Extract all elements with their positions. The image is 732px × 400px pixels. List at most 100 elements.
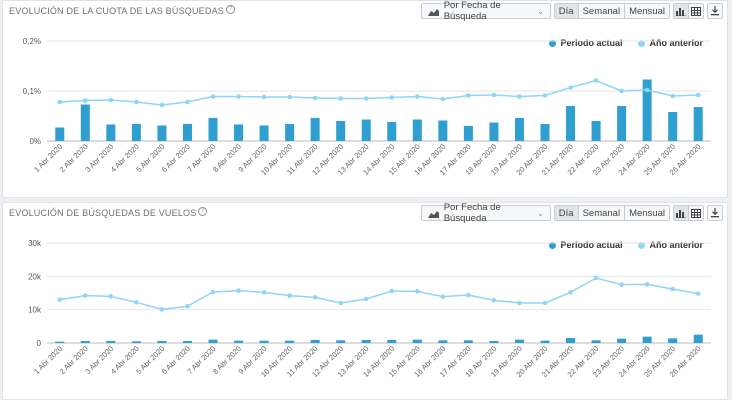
bar <box>693 107 703 141</box>
bar <box>55 127 65 141</box>
line-point <box>185 99 190 105</box>
line-point <box>83 293 88 298</box>
line-point <box>644 87 650 93</box>
granularity-month-button[interactable]: Mensual <box>624 3 670 19</box>
table-view-icon[interactable] <box>688 205 704 221</box>
download-icon[interactable] <box>707 3 723 19</box>
granularity-day-button[interactable]: Día <box>553 3 579 19</box>
date-mode-dropdown[interactable]: Por Fecha de Búsqueda ⌄ <box>420 0 551 22</box>
bar <box>208 118 218 141</box>
line-point <box>568 85 573 90</box>
granularity-week-button[interactable]: Semanal <box>577 205 626 221</box>
view-selector <box>673 3 704 19</box>
legend-previous[interactable]: Año anterior <box>638 38 703 48</box>
line-point <box>159 102 165 108</box>
bar <box>591 340 601 343</box>
bar <box>157 341 167 343</box>
y-tick-label: 0,1% <box>23 87 41 96</box>
line-point <box>670 286 675 292</box>
bar-chart-view-icon[interactable] <box>673 3 689 19</box>
line-point <box>57 99 63 105</box>
date-mode-label: Por Fecha de Búsqueda <box>443 0 501 22</box>
legend-previous[interactable]: Año anterior <box>638 240 703 250</box>
panel-toolbar: Por Fecha de Búsqueda ⌄ Día Semanal Mens… <box>420 0 723 22</box>
panel-title: EVOLUCIÓN DE BÚSQUEDAS DE VUELOS? <box>9 207 208 218</box>
line-point <box>695 291 701 296</box>
line-point <box>83 98 88 103</box>
line-point <box>440 294 446 299</box>
line-point <box>185 304 190 309</box>
line-point <box>466 93 471 98</box>
granularity-month-button[interactable]: Mensual <box>624 205 670 221</box>
bar <box>80 104 90 141</box>
help-icon[interactable]: ? <box>226 5 235 14</box>
bar <box>693 334 703 343</box>
line-point <box>210 289 216 295</box>
bar <box>234 124 244 141</box>
bar <box>285 124 295 141</box>
view-selector <box>673 205 704 221</box>
granularity-day-button[interactable]: Día <box>553 205 579 221</box>
bar <box>361 340 371 343</box>
bar <box>131 341 141 343</box>
search-share-panel: EVOLUCIÓN DE LA CUOTA DE LAS BÚSQUEDAS? … <box>2 0 728 198</box>
bar <box>106 124 116 141</box>
bar <box>617 338 627 343</box>
line-point <box>363 96 369 101</box>
line-point <box>134 99 139 105</box>
line-point <box>466 292 471 298</box>
line-point <box>670 93 675 99</box>
bar <box>668 112 678 141</box>
line-point <box>210 94 216 99</box>
panel-title: EVOLUCIÓN DE LA CUOTA DE LAS BÚSQUEDAS? <box>9 5 235 16</box>
line-point <box>312 95 318 101</box>
bar <box>259 340 269 343</box>
y-tick-label: 0,2% <box>23 37 41 46</box>
legend-current[interactable]: Periodo actual <box>549 240 622 250</box>
table-view-icon[interactable] <box>688 3 704 19</box>
date-mode-label: Por Fecha de Búsqueda <box>443 202 501 224</box>
bar <box>310 340 320 343</box>
line-point <box>593 78 599 83</box>
help-icon[interactable]: ? <box>198 207 208 216</box>
chevron-down-icon: ⌄ <box>537 6 544 16</box>
line-point <box>108 97 114 103</box>
line-point <box>363 296 369 302</box>
line-point <box>236 288 241 293</box>
area-chart-icon <box>427 8 439 16</box>
legend-current-label: Periodo actual <box>560 240 623 250</box>
bar <box>106 341 116 343</box>
line-point <box>261 290 267 295</box>
line-point <box>287 94 292 100</box>
series-line <box>59 79 699 106</box>
legend-previous-swatch <box>638 241 646 249</box>
line-point <box>57 297 63 302</box>
panel-title-text: EVOLUCIÓN DE LA CUOTA DE LAS BÚSQUEDAS <box>9 6 224 16</box>
chart-legend: Periodo actual Año anterior <box>549 38 703 48</box>
date-mode-dropdown[interactable]: Por Fecha de Búsqueda ⌄ <box>420 202 551 224</box>
download-icon[interactable] <box>707 205 723 221</box>
bar <box>540 340 550 343</box>
line-point <box>491 92 497 98</box>
bar <box>336 340 346 343</box>
bar <box>157 125 167 141</box>
line-point <box>542 300 548 306</box>
line-point <box>593 275 599 281</box>
panel-title-text: EVOLUCIÓN DE BÚSQUEDAS DE VUELOS <box>9 208 197 218</box>
bar <box>259 125 269 141</box>
bar <box>489 122 499 141</box>
line-point <box>389 95 395 100</box>
line-point <box>644 282 650 287</box>
y-tick-label: 10k <box>28 306 42 315</box>
legend-current-swatch <box>549 39 557 47</box>
granularity-week-button[interactable]: Semanal <box>577 3 626 19</box>
legend-current[interactable]: Periodo actual <box>549 38 622 48</box>
y-tick-label: 20k <box>28 272 42 281</box>
line-point <box>159 307 165 312</box>
granularity-selector: Día Semanal Mensual <box>553 3 670 19</box>
area-chart-icon <box>427 210 439 218</box>
bar-chart-view-icon[interactable] <box>673 205 689 221</box>
y-tick-label: 30k <box>28 239 42 248</box>
y-tick-label: 0 <box>37 339 42 348</box>
